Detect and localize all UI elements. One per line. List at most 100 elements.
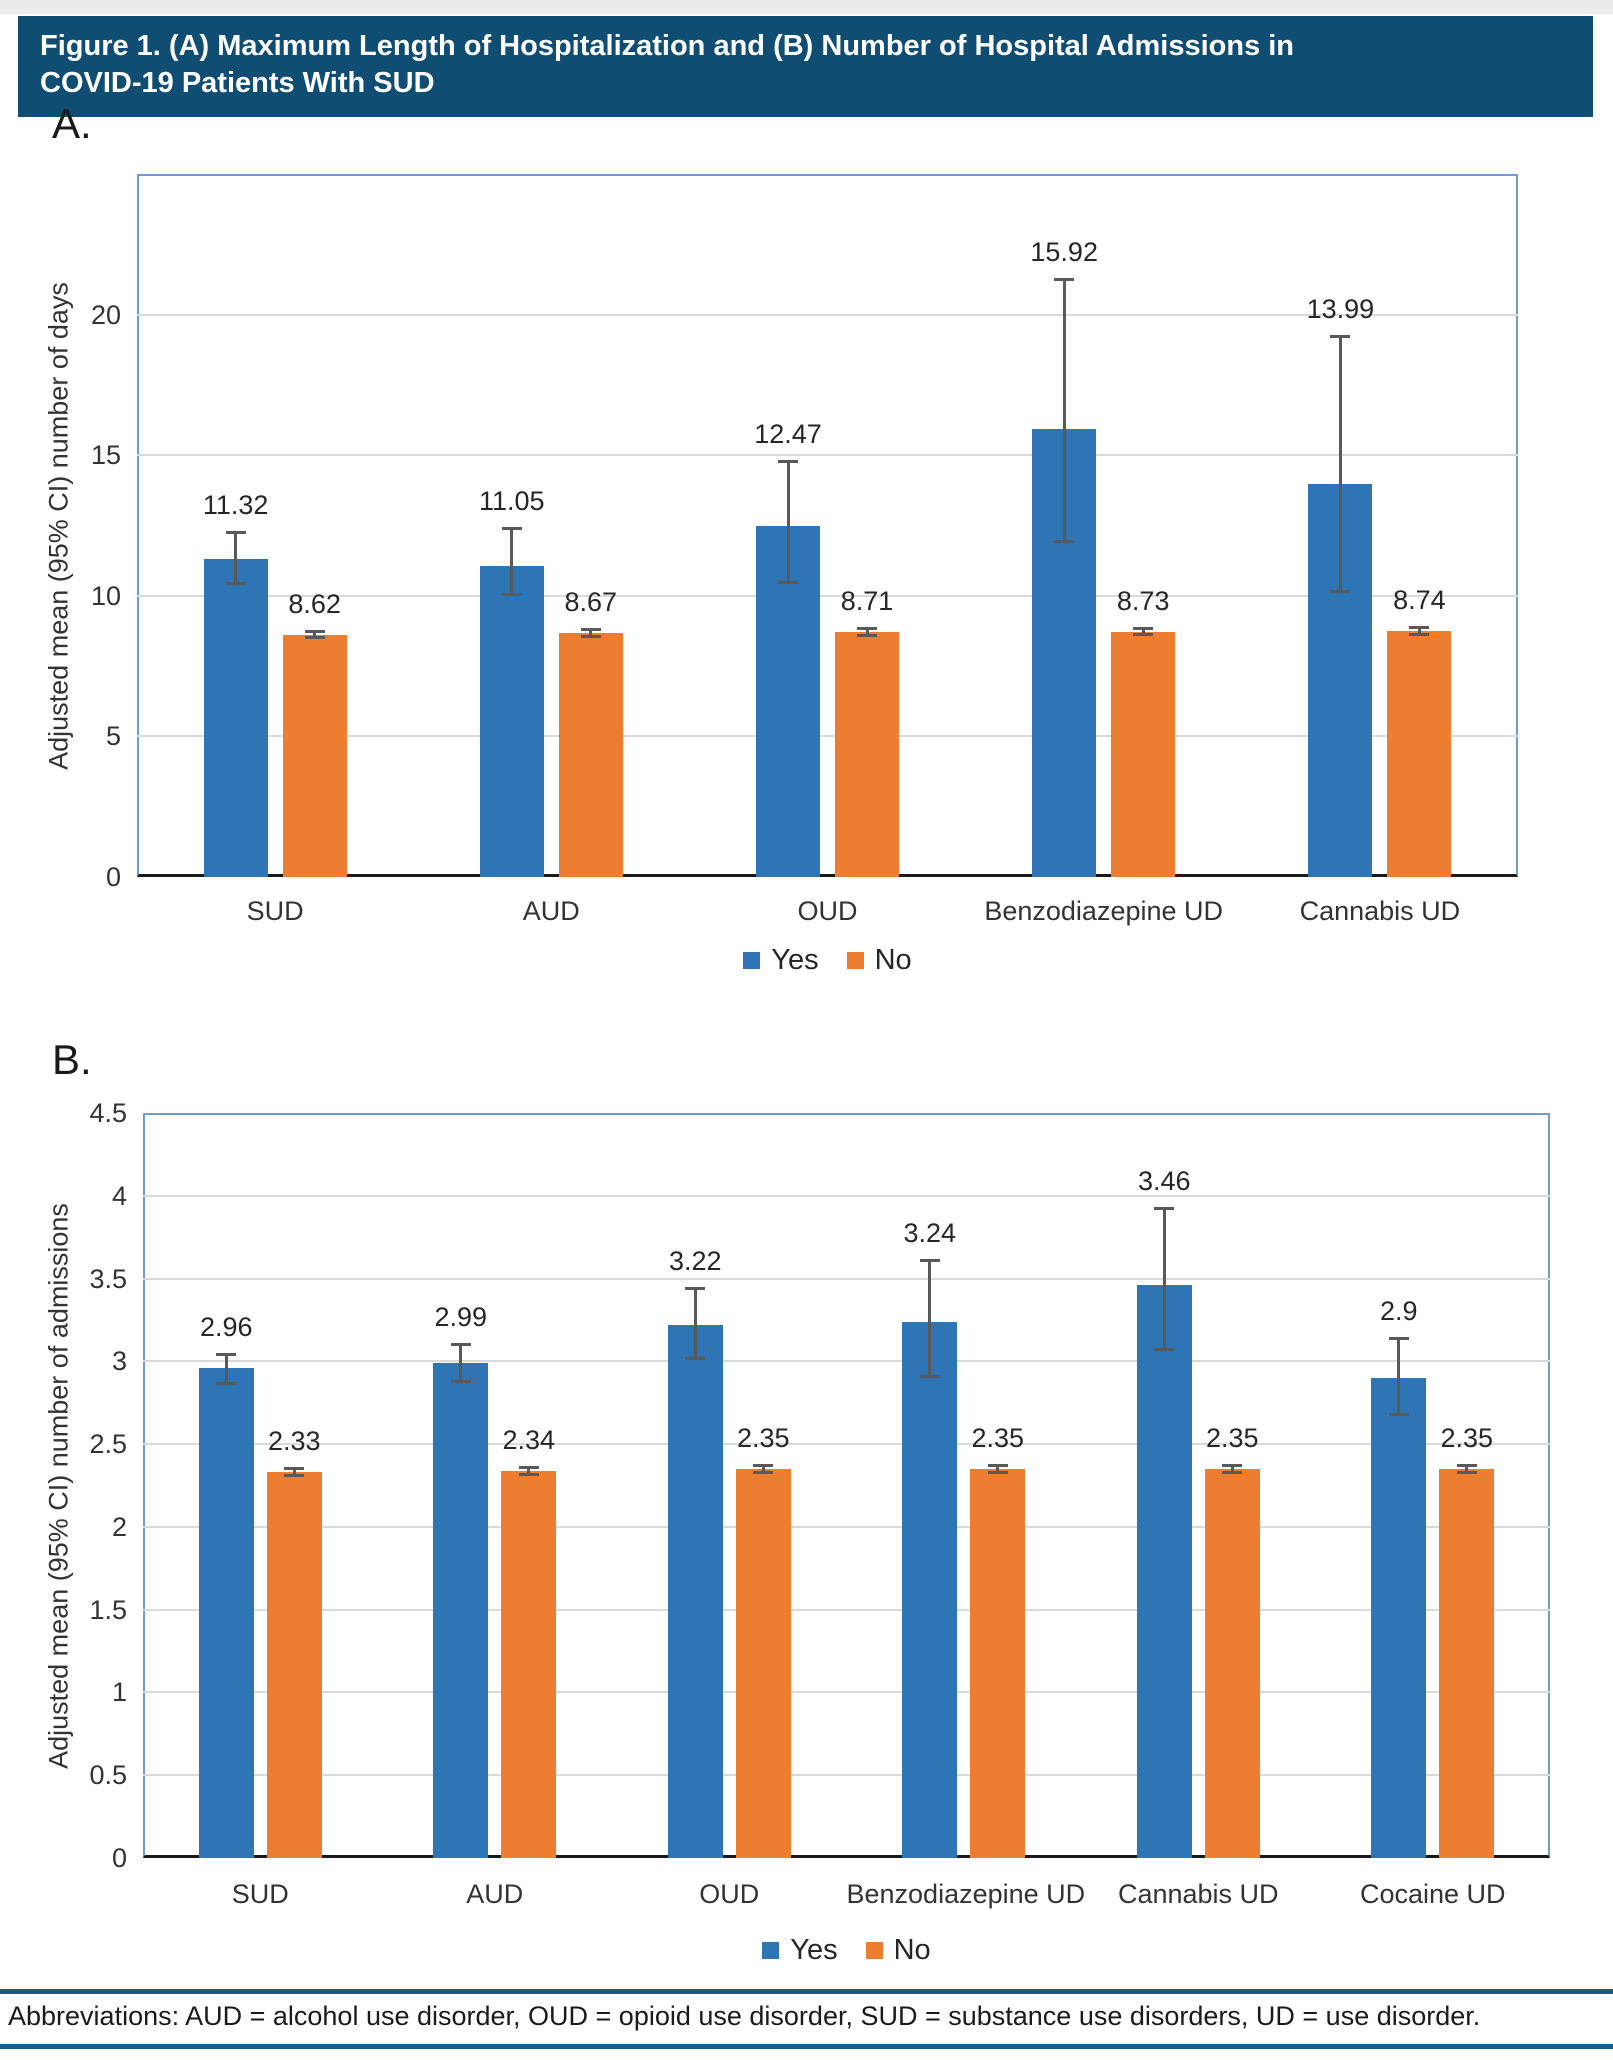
error-bar-cap: [685, 1286, 706, 1290]
error-bar-cap: [1456, 1463, 1477, 1467]
error-bar-cap: [1054, 539, 1075, 543]
legend-item-no: No: [846, 944, 912, 977]
legend-no-label: No: [893, 1934, 931, 1966]
error-bar-cap: [518, 1465, 539, 1469]
category-label: Cannabis UD: [1299, 896, 1461, 926]
bar-yes-aud: [433, 1362, 489, 1858]
y-axis-tick-label: 1: [111, 1677, 127, 1708]
y-axis-tick-label: 3.5: [89, 1263, 127, 1294]
panel-a-label: A.: [52, 100, 92, 147]
error-bar: [589, 628, 593, 638]
value-label: 2.9: [1379, 1295, 1418, 1326]
y-axis-tick-label: 2.5: [89, 1429, 127, 1460]
value-label: 2.35: [1440, 1422, 1494, 1453]
bar-no-benzodiazepine-ud: [1111, 631, 1176, 877]
error-bar-cap: [284, 1474, 305, 1478]
legend-item-yes: Yes: [762, 1934, 838, 1967]
error-bar-cap: [1388, 1412, 1409, 1416]
bar-no-aud: [558, 633, 623, 877]
value-label: 2.34: [502, 1424, 556, 1455]
no-swatch-icon: [846, 952, 864, 969]
bar-yes-sud: [203, 558, 268, 877]
bar-no-cannabis-ud: [1387, 631, 1452, 877]
error-bar-cap: [225, 530, 246, 534]
error-bar-cap: [225, 581, 246, 585]
y-axis-tick-label: 0: [105, 862, 121, 892]
bar-no-oud: [735, 1468, 791, 1858]
y-axis-tick-label: 4.5: [89, 1098, 127, 1128]
error-bar: [1465, 1463, 1469, 1474]
error-bar-cap: [857, 627, 877, 631]
error-bar-cap: [1409, 632, 1430, 636]
panel-b-label: B.: [52, 1036, 92, 1083]
error-bar: [865, 627, 869, 637]
error-bar: [1230, 1463, 1234, 1474]
y-axis-tick-label: 0: [111, 1843, 127, 1873]
bar-no-benzodiazepine-ud: [970, 1468, 1026, 1858]
error-bar: [1397, 1336, 1401, 1416]
error-bar-cap: [501, 526, 522, 530]
value-label: 12.47: [754, 419, 822, 450]
legend-yes-label: Yes: [790, 1934, 838, 1966]
category-label: OUD: [797, 896, 858, 926]
error-bar-cap: [450, 1379, 471, 1383]
value-label: 2.96: [199, 1312, 253, 1343]
value-label: 13.99: [1306, 294, 1375, 325]
category-label: SUD: [231, 1879, 289, 1909]
error-bar-cap: [753, 1463, 774, 1467]
error-bar-cap: [501, 592, 522, 596]
bar-yes-oud: [667, 1324, 723, 1858]
error-bar: [1141, 626, 1145, 637]
error-bar: [761, 1463, 765, 1474]
error-bar-cap: [216, 1381, 237, 1385]
gridline: [143, 1525, 1550, 1528]
error-bar-cap: [580, 628, 601, 632]
bar-yes-cannabis-ud: [1136, 1285, 1192, 1858]
bar-yes-benzodiazepine-ud: [902, 1321, 958, 1858]
category-label: SUD: [246, 896, 304, 926]
error-bar-cap: [857, 633, 877, 637]
legend-yes-label: Yes: [771, 944, 819, 976]
y-axis-tick-label: 4: [111, 1180, 127, 1211]
bar-yes-benzodiazepine-ud: [1032, 429, 1097, 877]
category-label: Cocaine UD: [1359, 1879, 1506, 1909]
error-bar: [292, 1467, 296, 1478]
error-bar-cap: [450, 1343, 471, 1347]
error-bar-cap: [987, 1463, 1008, 1467]
footer-rule-bottom: [0, 2044, 1613, 2049]
error-bar-cap: [1409, 626, 1430, 630]
value-label: 8.73: [1116, 585, 1170, 616]
error-bar-cap: [1133, 633, 1154, 637]
gridline: [137, 313, 1518, 316]
value-label: 2.35: [736, 1422, 790, 1453]
gridline: [137, 735, 1518, 738]
error-bar-cap: [919, 1258, 940, 1262]
error-bar: [527, 1465, 531, 1476]
error-bar: [1417, 626, 1421, 636]
error-bar: [510, 526, 514, 596]
error-bar-cap: [1388, 1336, 1409, 1340]
y-axis-tick-label: 5: [105, 721, 121, 752]
category-label: Benzodiazepine UD: [846, 1879, 1086, 1909]
legend-no-label: No: [874, 944, 912, 976]
category-label: Benzodiazepine UD: [984, 896, 1224, 926]
category-label: OUD: [699, 1879, 760, 1909]
gridline: [143, 1360, 1550, 1363]
value-label: 8.74: [1393, 585, 1446, 616]
error-bar-cap: [685, 1356, 706, 1360]
error-bar: [313, 629, 317, 640]
bar-no-sud: [266, 1472, 322, 1858]
value-label: 2.33: [267, 1426, 321, 1457]
value-label: 11.32: [202, 489, 269, 520]
error-bar: [786, 460, 790, 584]
y-axis-tick-label: 0.5: [89, 1760, 127, 1791]
gridline: [143, 1774, 1550, 1777]
y-axis-tick-label: 3: [111, 1346, 127, 1377]
bar-no-cannabis-ud: [1204, 1468, 1260, 1858]
chart-b-y-axis-title: Adjusted mean (95% CI) number of admissi…: [43, 1202, 73, 1769]
bar-no-aud: [501, 1470, 557, 1858]
bar-no-oud: [835, 632, 899, 877]
value-label: 8.62: [288, 588, 341, 619]
error-bar-cap: [1154, 1207, 1175, 1211]
